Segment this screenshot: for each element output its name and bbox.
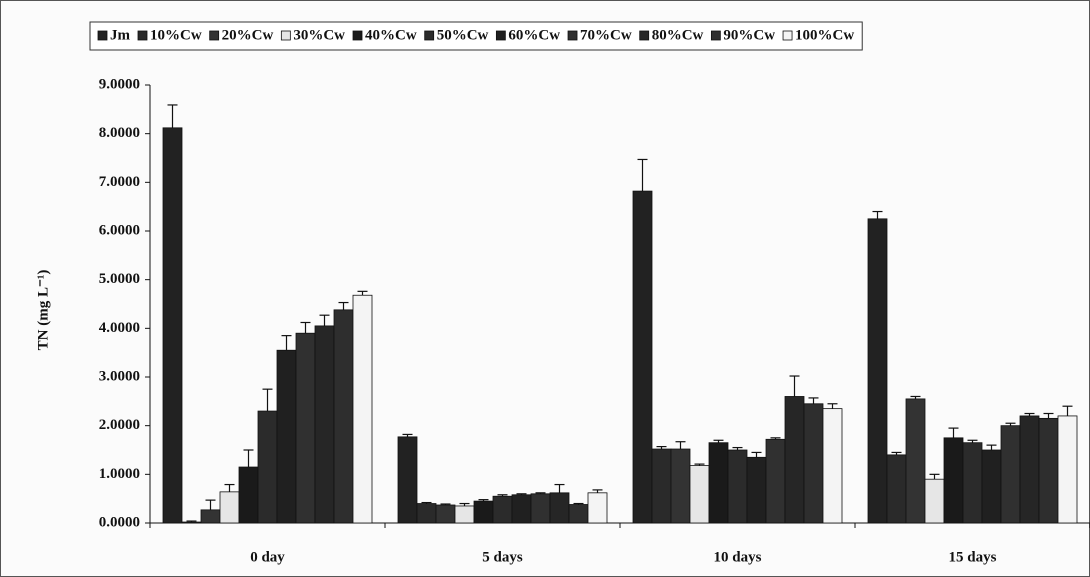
bar: [747, 457, 766, 523]
y-tick-label: 1.0000: [99, 466, 140, 482]
bar: [982, 450, 1001, 523]
x-tick-label: 15 days: [949, 549, 997, 565]
bar: [334, 310, 353, 523]
legend-label: 30%Cw: [293, 27, 345, 43]
legend-swatch: [640, 31, 649, 40]
legend-swatch: [138, 31, 147, 40]
x-tick-label: 10 days: [714, 549, 762, 565]
bar: [239, 467, 258, 523]
bar: [512, 495, 531, 523]
legend-label: 80%Cw: [652, 27, 704, 43]
bar: [690, 466, 709, 523]
y-tick-label: 5.0000: [99, 271, 140, 287]
bar: [474, 501, 493, 523]
bar: [823, 409, 842, 523]
legend-label: 50%Cw: [437, 27, 489, 43]
legend-swatch: [783, 31, 792, 40]
bar: [728, 450, 747, 523]
bar: [315, 326, 334, 523]
legend-label: 20%Cw: [222, 27, 274, 43]
bar: [1039, 418, 1058, 523]
chart: TN (mg L⁻¹) 0.0000 1.0000 2.0000 3.0000 4.00…: [0, 0, 1090, 577]
y-tick-label: 7.0000: [99, 174, 140, 190]
legend-swatch: [496, 31, 505, 40]
bar: [804, 404, 823, 523]
bar: [944, 438, 963, 523]
y-axis-label: TN (mg L⁻¹): [35, 270, 51, 351]
bar: [963, 443, 982, 523]
legend-label: 100%Cw: [795, 27, 854, 43]
bar: [785, 396, 804, 523]
bar: [1001, 426, 1020, 523]
bar: [398, 437, 417, 523]
legend-label: 90%Cw: [723, 27, 775, 43]
legend-label: 60%Cw: [508, 27, 560, 43]
y-tick-label: 6.0000: [99, 222, 140, 238]
bar: [569, 505, 588, 523]
bar: [182, 522, 201, 523]
legend-swatch: [711, 31, 720, 40]
bar: [887, 455, 906, 523]
legend-swatch: [210, 31, 219, 40]
legend-label: Jm: [110, 27, 131, 43]
y-tick-label: 3.0000: [99, 368, 140, 384]
bar: [201, 510, 220, 523]
legend-swatch: [281, 31, 290, 40]
bar: [633, 191, 652, 523]
legend-swatch: [353, 31, 362, 40]
bar: [277, 350, 296, 523]
y-tick-label: 9.0000: [99, 76, 140, 92]
legend-swatch: [98, 31, 107, 40]
bar: [925, 479, 944, 523]
bar: [868, 219, 887, 523]
x-tick-label: 5 days: [482, 549, 523, 565]
bar: [493, 496, 512, 523]
legend-label: 10%Cw: [150, 27, 202, 43]
bar: [671, 449, 690, 523]
bar: [258, 411, 277, 523]
bar: [296, 333, 315, 523]
bar: [1058, 416, 1077, 523]
legend-swatch: [568, 31, 577, 40]
legend-label: 40%Cw: [365, 27, 417, 43]
bar: [531, 494, 550, 523]
bar: [163, 128, 182, 523]
bar: [652, 449, 671, 523]
bar: [455, 506, 474, 523]
y-tick-label: 0.0000: [99, 514, 140, 530]
bar: [220, 492, 239, 523]
bar: [906, 399, 925, 523]
x-tick-label: 0 day: [250, 549, 285, 565]
y-tick-label: 8.0000: [99, 125, 140, 141]
bar: [436, 505, 455, 523]
legend-label: 70%Cw: [580, 27, 632, 43]
bar: [766, 439, 785, 523]
legend-swatch: [425, 31, 434, 40]
bar: [709, 443, 728, 523]
bar: [353, 295, 372, 523]
y-tick-label: 2.0000: [99, 417, 140, 433]
bar: [417, 504, 436, 523]
bar: [1020, 416, 1039, 523]
y-tick-label: 4.0000: [99, 320, 140, 336]
bar: [588, 493, 607, 523]
bar: [550, 493, 569, 523]
